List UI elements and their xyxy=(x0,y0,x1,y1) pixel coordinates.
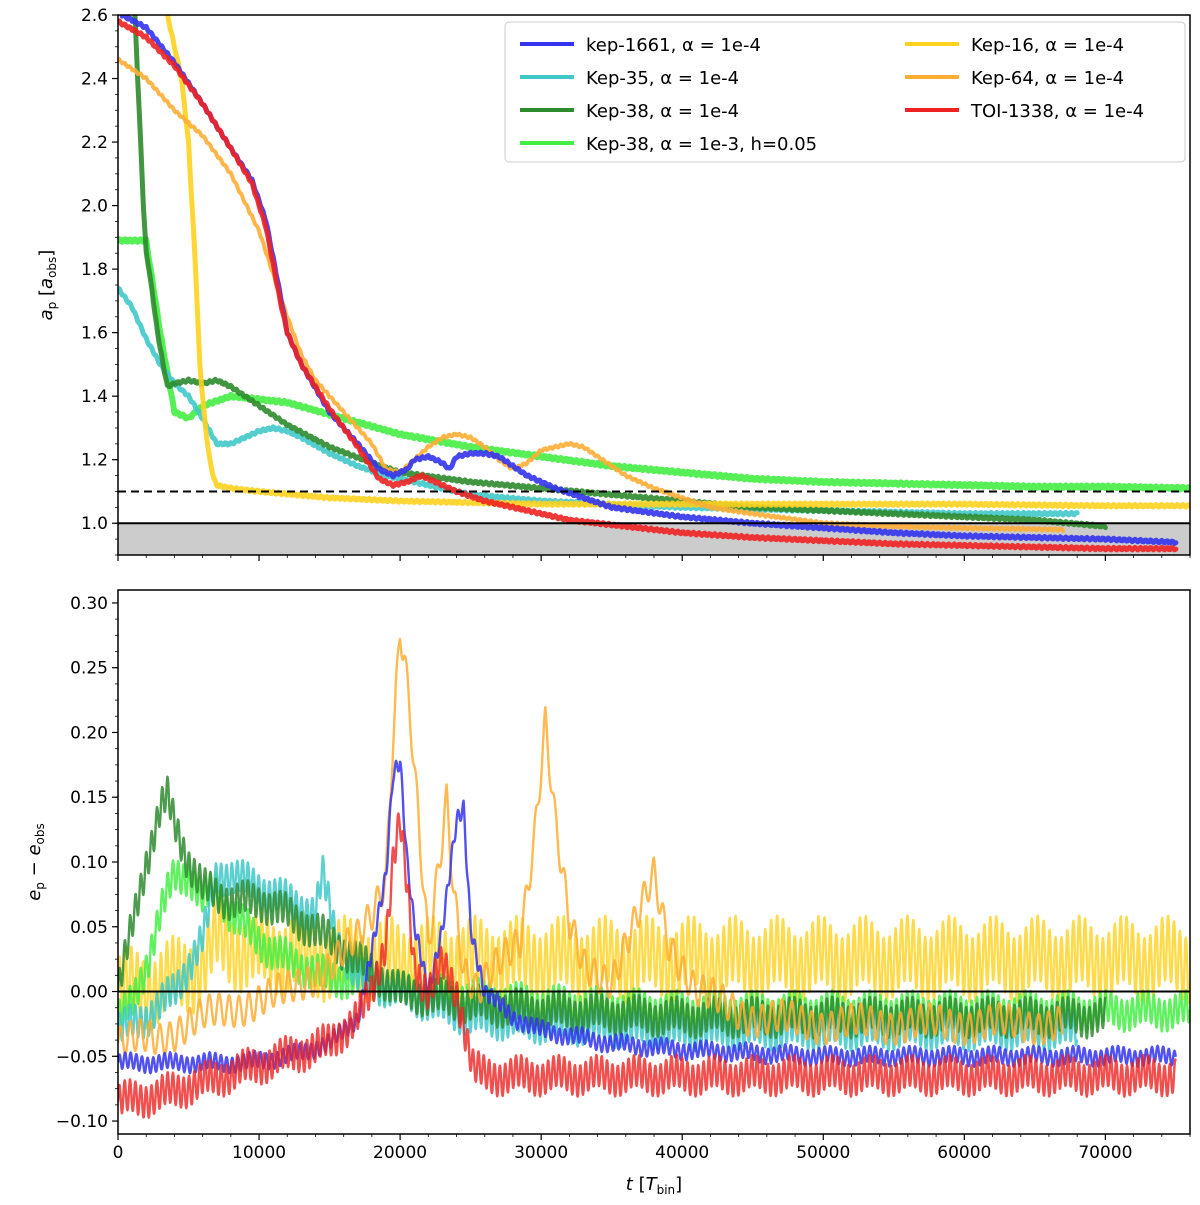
bottom-y-axis-label: ep − eobs xyxy=(24,823,47,901)
series-line-kep-38-1e-3-h-0-05 xyxy=(118,236,1190,493)
bottom-y-tick-label: 0.00 xyxy=(70,983,108,1003)
series-line-toi-1338-1e-4 xyxy=(118,18,1179,553)
bottom-x-tick-label: 50000 xyxy=(796,1143,850,1163)
series-line-kep-38 xyxy=(118,775,1107,1040)
legend-label: TOI-1338, α = 1e-4 xyxy=(970,101,1144,122)
bottom-x-tick-label: 0 xyxy=(113,1143,124,1163)
bottom-y-tick-label: −0.10 xyxy=(56,1112,108,1132)
bottom-x-tick-label: 20000 xyxy=(373,1143,427,1163)
bottom-y-tick-label: 0.10 xyxy=(70,853,108,873)
bottom-y-tick-label: 0.05 xyxy=(70,918,108,938)
legend-entry-kep-38-1e-3-h-0-05: Kep-38, α = 1e-3, h=0.05 xyxy=(520,134,817,155)
bottom-y-tick-label: 0.20 xyxy=(70,723,108,743)
bottom-y-tick-label: −0.05 xyxy=(56,1047,108,1067)
top-y-tick-label: 1.6 xyxy=(81,324,108,344)
top-y-tick-label: 2.0 xyxy=(81,197,108,217)
top-y-tick-label: 1.2 xyxy=(81,451,108,471)
top-y-ticks: 1.0 1.2 1.4 1.6 1.8 2.0 2.2 2.4 2.6 xyxy=(81,6,118,556)
bottom-panel-e-p: −0.10 −0.05 0.00 0.05 0.10 0.15 0.20 0.25 0.30 0… xyxy=(24,589,1191,1197)
legend-label: Kep-35, α = 1e-4 xyxy=(586,68,739,89)
top-panel-a-p: 1.0 1.2 1.4 1.6 1.8 2.0 2.2 2.4 2.6 ap [aobs] ke… xyxy=(36,6,1191,561)
legend: kep-1661, α = 1e-4 Kep-35, α = 1e-4 Kep-38… xyxy=(504,21,1186,163)
legend-entry-kep-38-1e-4: Kep-38, α = 1e-4 xyxy=(520,101,739,122)
top-y-tick-label: 1.4 xyxy=(81,387,108,407)
series-line-kep-64 xyxy=(118,637,1064,1056)
top-x-ticks xyxy=(117,555,1191,561)
legend-label: Kep-16, α = 1e-4 xyxy=(971,35,1124,56)
series-line-kep-16-1e-4 xyxy=(165,15,1190,510)
top-y-axis-label: ap [aobs] xyxy=(36,250,59,321)
bottom-x-tick-label: 10000 xyxy=(232,1143,286,1163)
bottom-y-ticks: −0.10 −0.05 0.00 0.05 0.10 0.15 0.20 0.25 0.30 xyxy=(56,594,118,1132)
reference-lines xyxy=(118,490,1190,525)
legend-label: Kep-38, α = 1e-3, h=0.05 xyxy=(586,134,817,155)
bottom-y-tick-label: 0.25 xyxy=(70,659,108,679)
top-y-tick-label: 1.0 xyxy=(81,514,108,534)
legend-label: kep-1661, α = 1e-4 xyxy=(586,35,761,56)
legend-label: Kep-38, α = 1e-4 xyxy=(586,101,739,122)
legend-label: Kep-64, α = 1e-4 xyxy=(971,68,1124,89)
top-y-tick-label: 2.2 xyxy=(81,133,108,153)
bottom-y-tick-label: 0.15 xyxy=(70,788,108,808)
series-line-toi-1338 xyxy=(118,812,1177,1119)
bottom-x-ticks: 0 10000 20000 30000 40000 50000 60000 70000 xyxy=(113,1134,1191,1163)
top-y-tick-label: 2.4 xyxy=(81,70,108,90)
bottom-y-tick-label: 0.30 xyxy=(70,594,108,614)
legend-entry-toi-1338-1e-4: TOI-1338, α = 1e-4 xyxy=(905,101,1144,122)
series-line-kep-1661 xyxy=(118,759,1177,1075)
bottom-x-tick-label: 40000 xyxy=(655,1143,709,1163)
legend-entry-kep-1661-1e-4: kep-1661, α = 1e-4 xyxy=(520,35,761,56)
legend-entry-kep-16-1e-4: Kep-16, α = 1e-4 xyxy=(905,35,1124,56)
legend-entry-kep-64-1e-4: Kep-64, α = 1e-4 xyxy=(905,68,1124,89)
top-y-tick-label: 1.8 xyxy=(81,260,108,280)
legend-box xyxy=(504,21,1186,163)
bottom-x-tick-label: 30000 xyxy=(514,1143,568,1163)
bottom-x-tick-label: 70000 xyxy=(1078,1143,1132,1163)
top-y-tick-label: 2.6 xyxy=(81,6,108,26)
legend-entry-kep-35-1e-4: Kep-35, α = 1e-4 xyxy=(520,68,739,89)
top-series-group xyxy=(118,15,1190,553)
bottom-series-group xyxy=(118,637,1190,1119)
x-axis-label: t [Tbin] xyxy=(626,1174,682,1197)
bottom-x-tick-label: 60000 xyxy=(937,1143,991,1163)
series-line-kep-38-1e-4 xyxy=(132,15,1108,531)
